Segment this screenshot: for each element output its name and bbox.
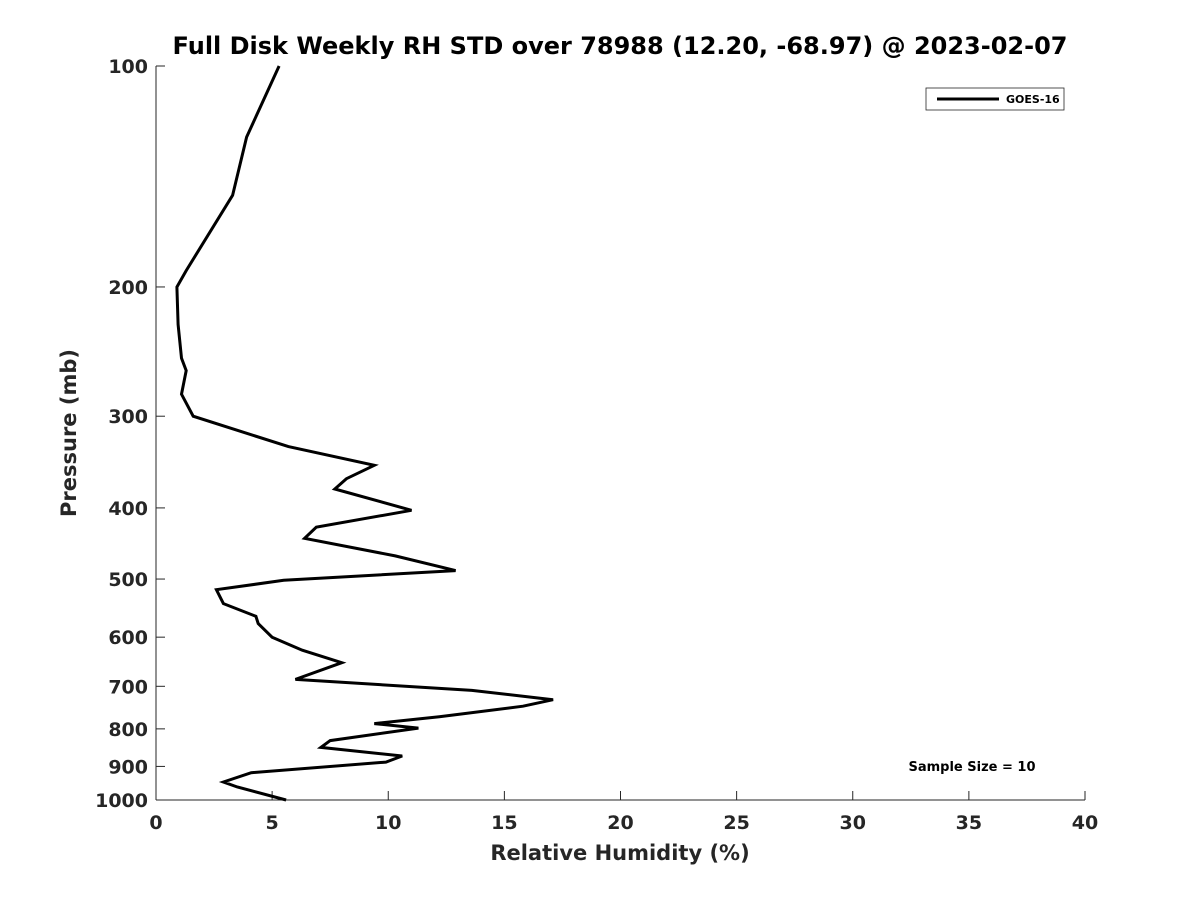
sample-size-note: Sample Size = 10 bbox=[908, 760, 1035, 775]
y-tick-label: 600 bbox=[108, 627, 148, 649]
x-tick-label: 35 bbox=[956, 812, 982, 834]
y-ticks: 100 200 300 400 500 600 700 800 900 1000 bbox=[95, 56, 165, 812]
y-tick-label: 100 bbox=[108, 56, 148, 78]
x-tick-label: 20 bbox=[607, 812, 633, 834]
y-tick-label: 200 bbox=[108, 277, 148, 299]
series-line-goes16 bbox=[175, 65, 554, 802]
x-tick-label: 30 bbox=[840, 812, 866, 834]
y-tick-label: 1000 bbox=[95, 790, 148, 812]
y-axis-label: Pressure (mb) bbox=[57, 349, 81, 517]
y-tick-label: 700 bbox=[108, 676, 148, 698]
y-tick-label: 300 bbox=[108, 406, 148, 428]
x-tick-label: 15 bbox=[491, 812, 517, 834]
legend-label: GOES-16 bbox=[1006, 93, 1060, 106]
chart-title: Full Disk Weekly RH STD over 78988 (12.2… bbox=[173, 32, 1068, 60]
x-tick-label: 25 bbox=[723, 812, 749, 834]
y-tick-label: 900 bbox=[108, 756, 148, 778]
legend: GOES-16 bbox=[925, 87, 1065, 111]
y-tick-label: 800 bbox=[108, 719, 148, 741]
y-tick-label: 400 bbox=[108, 498, 148, 520]
x-tick-label: 40 bbox=[1072, 812, 1098, 834]
x-tick-label: 0 bbox=[149, 812, 162, 834]
y-tick-label: 500 bbox=[108, 569, 148, 591]
series-layer bbox=[175, 65, 554, 802]
x-tick-label: 10 bbox=[375, 812, 401, 834]
x-ticks: 0 5 10 15 20 25 30 35 40 bbox=[149, 791, 1098, 834]
x-tick-label: 5 bbox=[266, 812, 279, 834]
x-axis-label: Relative Humidity (%) bbox=[490, 841, 749, 865]
plot-area bbox=[155, 66, 1085, 801]
